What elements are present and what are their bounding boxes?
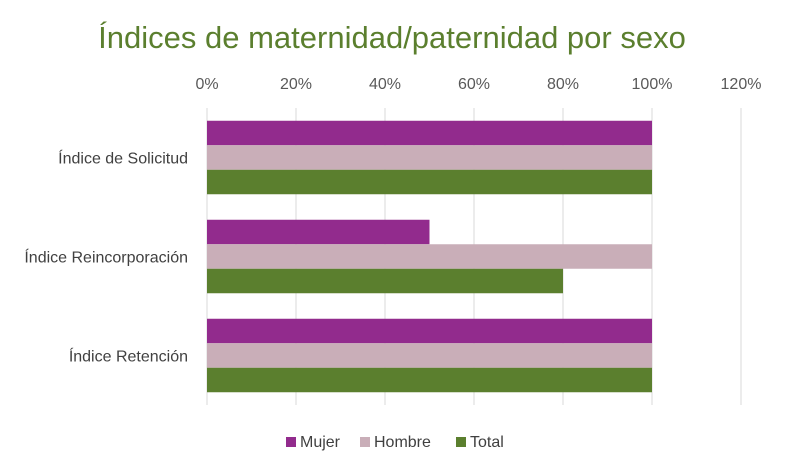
bar-hombre-0 — [207, 145, 652, 170]
category-label: Índice Retención — [69, 347, 188, 366]
legend: Mujer Hombre Total — [286, 434, 504, 451]
category-label: Índice de Solicitud — [58, 149, 188, 168]
x-axis-tick-labels: 0% 20% 40% 60% 80% 100% 120% — [195, 76, 761, 93]
bar-hombre-2 — [207, 343, 652, 368]
bar-total-0 — [207, 169, 652, 195]
legend-swatch-hombre — [360, 437, 370, 447]
category-label: Índice Reincorporación — [24, 248, 188, 267]
x-tick-label: 40% — [369, 76, 401, 93]
x-tick-label: 80% — [547, 76, 579, 93]
legend-label-total: Total — [470, 434, 504, 451]
legend-swatch-total — [456, 437, 466, 447]
bars — [207, 120, 652, 393]
x-tick-label: 60% — [458, 76, 490, 93]
category-labels: Índice de Solicitud Índice Reincorporació… — [24, 149, 188, 366]
legend-label-mujer: Mujer — [300, 434, 341, 451]
legend-swatch-mujer — [286, 437, 296, 447]
legend-label-hombre: Hombre — [374, 434, 431, 451]
bar-hombre-1 — [207, 244, 652, 269]
bar-total-2 — [207, 367, 652, 393]
x-tick-label: 100% — [632, 76, 673, 93]
chart-title: Índices de maternidad/paternidad por sex… — [98, 20, 686, 55]
x-tick-label: 0% — [195, 76, 218, 93]
bar-mujer-1 — [207, 219, 430, 245]
bar-mujer-2 — [207, 318, 652, 344]
x-tick-label: 20% — [280, 76, 312, 93]
bar-mujer-0 — [207, 120, 652, 146]
x-tick-label: 120% — [721, 76, 762, 93]
bar-total-1 — [207, 268, 563, 294]
